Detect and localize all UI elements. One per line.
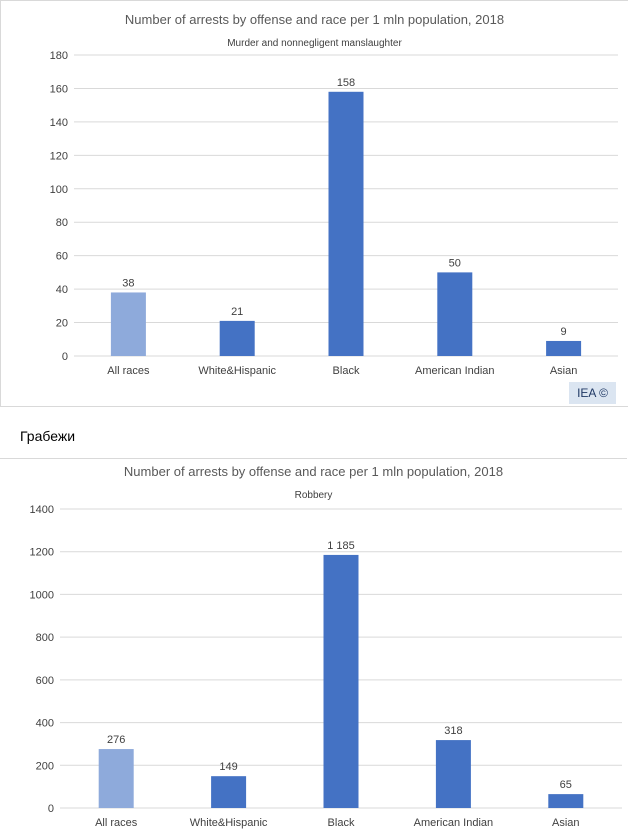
data-label: 318 bbox=[444, 725, 462, 737]
x-tick-label: Asian bbox=[550, 365, 578, 377]
bar bbox=[219, 320, 255, 356]
y-tick-label: 0 bbox=[62, 351, 68, 363]
data-label: 50 bbox=[449, 257, 461, 269]
bar bbox=[98, 749, 134, 808]
y-tick-label: 140 bbox=[50, 117, 68, 129]
chart-panel-murder: Number of arrests by offense and race pe… bbox=[0, 0, 628, 407]
data-label: 1 185 bbox=[327, 540, 355, 552]
y-tick-label: 60 bbox=[56, 251, 68, 263]
data-label: 9 bbox=[561, 326, 567, 338]
bar bbox=[211, 776, 247, 808]
bar-chart-robbery: 0 200 400 600 800 1000 1200 1400 276 All races 149… bbox=[30, 504, 622, 829]
y-tick-label: 1400 bbox=[30, 504, 54, 516]
x-tick-label: White&Hispanic bbox=[190, 817, 268, 829]
y-tick-label: 1000 bbox=[30, 589, 54, 601]
chart-subtitle: Robbery bbox=[294, 490, 333, 501]
section-heading: Грабежи bbox=[20, 428, 76, 444]
chart-subtitle: Murder and nonnegligent manslaughter bbox=[227, 38, 402, 49]
chart-title: Number of arrests by offense and race pe… bbox=[123, 464, 504, 479]
y-tick-label: 80 bbox=[56, 217, 68, 229]
x-tick-label: All races bbox=[95, 817, 138, 829]
x-tick-label: Black bbox=[328, 817, 355, 829]
y-tick-label: 600 bbox=[36, 675, 54, 687]
x-tick-label: All races bbox=[107, 365, 150, 377]
x-tick-label: Asian bbox=[552, 817, 580, 829]
data-label: 149 bbox=[219, 761, 237, 773]
y-tick-label: 400 bbox=[36, 718, 54, 730]
y-tick-label: 120 bbox=[50, 150, 68, 162]
bar bbox=[323, 554, 359, 808]
data-label: 276 bbox=[107, 734, 125, 746]
x-tick-label: Black bbox=[333, 365, 360, 377]
x-tick-label: White&Hispanic bbox=[198, 365, 276, 377]
y-tick-label: 160 bbox=[50, 83, 68, 95]
y-tick-label: 0 bbox=[48, 803, 54, 815]
y-tick-label: 100 bbox=[50, 184, 68, 196]
bar bbox=[548, 794, 584, 808]
x-tick-label: American Indian bbox=[415, 365, 495, 377]
y-tick-label: 200 bbox=[36, 760, 54, 772]
y-tick-label: 20 bbox=[56, 318, 68, 330]
data-label: 158 bbox=[337, 77, 355, 89]
bar bbox=[437, 272, 473, 356]
chart-title: Number of arrests by offense and race pe… bbox=[124, 12, 505, 27]
x-tick-label: American Indian bbox=[414, 817, 494, 829]
y-tick-label: 40 bbox=[56, 284, 68, 296]
data-label: 65 bbox=[560, 779, 572, 791]
iea-watermark: IEA © bbox=[569, 382, 616, 404]
bar bbox=[435, 740, 471, 808]
data-label: 21 bbox=[231, 306, 243, 318]
data-label: 38 bbox=[122, 277, 134, 289]
y-tick-label: 800 bbox=[36, 632, 54, 644]
chart-panel-robbery: Number of arrests by offense and race pe… bbox=[0, 458, 627, 834]
bar bbox=[110, 292, 146, 356]
y-tick-label: 1200 bbox=[30, 547, 54, 559]
bar bbox=[328, 91, 364, 357]
y-tick-label: 180 bbox=[50, 50, 68, 62]
bar-chart-murder: 0 20 40 60 80 100 120 140 160 180 38 All races 21 Whi… bbox=[50, 50, 618, 377]
bar bbox=[546, 340, 582, 356]
